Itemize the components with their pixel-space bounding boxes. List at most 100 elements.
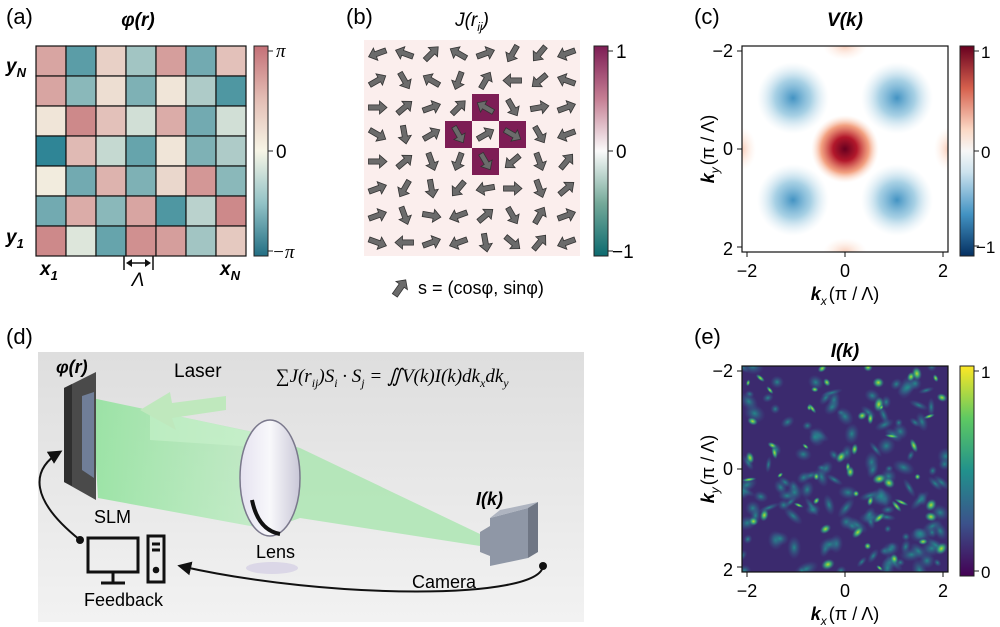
phase-cell	[35, 75, 67, 107]
camera-icon	[490, 508, 528, 566]
potential-xlabel: kx (π / Λ)	[811, 284, 879, 308]
speckle-blob	[866, 461, 880, 479]
speckle-bright	[771, 446, 778, 460]
spin-arrow	[421, 127, 441, 142]
speckle-bright	[911, 366, 923, 381]
phase-cell	[215, 75, 247, 107]
speckle-blob	[869, 441, 883, 458]
speckle-bright	[866, 495, 874, 507]
speckle-blob	[770, 375, 784, 389]
spin-arrow	[424, 178, 440, 199]
spin-arrow	[505, 205, 520, 225]
spin-arrow	[556, 208, 577, 222]
phase-cell	[95, 165, 127, 197]
speckle-bright	[857, 411, 867, 421]
speckle-bright	[909, 438, 919, 453]
speckle-bright	[819, 524, 832, 535]
phase-cell	[35, 225, 67, 257]
speckle-blob	[837, 485, 859, 500]
spin-arrow	[533, 151, 547, 172]
phase-cell	[125, 105, 157, 137]
panel-c: (c) V(k) −2 0 2 −2 0 2 kx (π / Λ) ky(π / …	[694, 4, 995, 308]
speckle-bright	[884, 433, 899, 439]
spin-arrow	[556, 100, 577, 114]
speckle-bright	[823, 378, 831, 387]
spin-arrow	[367, 47, 388, 61]
speckle-bright	[813, 472, 820, 481]
spin-arrow	[478, 151, 493, 171]
speckle-blob	[844, 423, 860, 445]
phase-cell	[95, 75, 127, 107]
speckle-bright	[742, 477, 757, 482]
coupling-title: J(rij)	[454, 10, 489, 34]
speckle-blob	[901, 532, 911, 542]
phase-cell	[35, 105, 67, 137]
spin-arrow	[556, 236, 577, 250]
speckle-bright	[863, 366, 873, 372]
spin-arrow	[504, 153, 522, 169]
speckle-bright	[745, 451, 755, 465]
intensity-xtick-left: −2	[737, 581, 758, 601]
phase-cell	[35, 165, 67, 197]
phase-cell	[95, 105, 127, 137]
speckle-bright	[759, 508, 769, 522]
speckle-blob	[800, 480, 815, 499]
panel-e-label: (e)	[694, 324, 721, 349]
potential-ytick-top: −2	[712, 41, 733, 61]
speckle-bright	[812, 497, 820, 505]
spin-arrow	[532, 124, 547, 144]
panel-e: (e) I(k) −2 0 2 −2 0 2 kx (π / Λ) ky(π / …	[694, 324, 990, 627]
phase-cell	[65, 135, 97, 167]
speckle-bright	[851, 443, 859, 456]
phase-cell	[185, 45, 217, 77]
speckle-bright	[924, 511, 938, 522]
spin-arrow	[475, 181, 496, 197]
phase-cell	[185, 195, 217, 227]
spin-arrow	[451, 151, 465, 172]
potential-map	[742, 46, 948, 252]
speckle-bright	[755, 374, 765, 383]
spin-arrow	[422, 46, 439, 63]
speckle-blob	[884, 524, 892, 533]
spin-arrow	[556, 128, 577, 142]
speckle-bright	[851, 526, 864, 539]
phase-cell	[65, 165, 97, 197]
spin-arrow	[395, 100, 413, 116]
spin-arrow	[394, 46, 415, 60]
potential-cb-tick-mid: 0	[981, 143, 990, 162]
spin-arrows	[367, 43, 577, 253]
laser-arrow	[140, 392, 226, 430]
spin-arrow	[557, 181, 575, 197]
spin-arrow	[533, 178, 547, 199]
speckle-blob	[880, 556, 895, 572]
speckle-blob	[928, 465, 938, 476]
speckle-bright	[748, 516, 759, 526]
speckle-bright	[810, 386, 819, 393]
speckle-blob	[836, 406, 854, 426]
speckle-blob	[771, 531, 789, 546]
phase-cell	[215, 195, 247, 227]
speckle-blob	[787, 535, 802, 560]
spin-arrow	[505, 97, 520, 117]
potential-ylabel: ky(π / Λ)	[698, 115, 722, 183]
speckle-blob	[777, 490, 797, 502]
phase-tick-bottom: −π	[272, 242, 295, 263]
phase-cell	[125, 165, 157, 197]
phase-cell	[65, 105, 97, 137]
spin-arrow	[478, 71, 493, 91]
spin-arrow	[451, 179, 467, 197]
spin-arrow	[502, 127, 522, 142]
computer-to-slm-arrow	[38, 450, 81, 541]
spin-arrow	[451, 124, 466, 144]
phase-cell	[155, 165, 187, 197]
speckle-blob	[742, 454, 754, 471]
spin-arrow	[421, 208, 442, 224]
intensity-ytick-bottom: 2	[723, 560, 733, 580]
speckle-blob	[807, 374, 824, 390]
speckle-blob	[933, 558, 942, 567]
coupling-tick-top: 1	[616, 42, 627, 63]
speckle-bright	[835, 450, 847, 464]
x-left-label: x1	[39, 259, 58, 283]
phase-cell	[215, 45, 247, 77]
phase-cell	[215, 135, 247, 167]
